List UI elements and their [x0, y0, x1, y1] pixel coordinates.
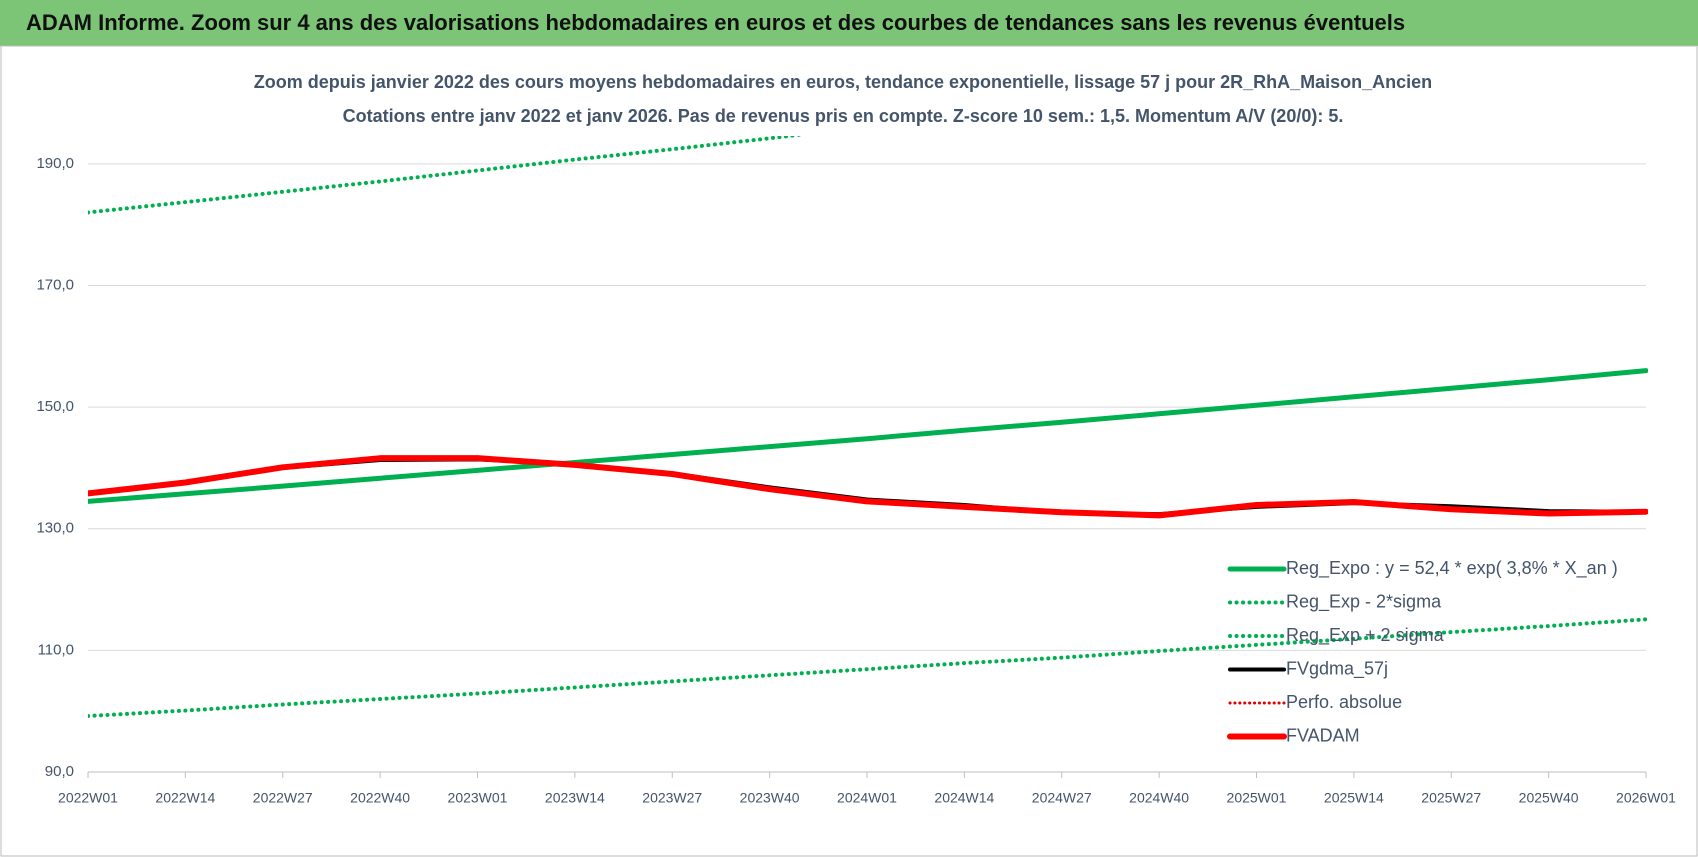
- header-bar: [0, 0, 1698, 46]
- y-tick-label: 90,0: [45, 763, 74, 780]
- series-line: [88, 368, 1648, 504]
- x-tick-label: 2023W14: [545, 790, 605, 806]
- x-tick-label: 2023W40: [740, 790, 800, 806]
- chart-title: Zoom depuis janvier 2022 des cours moyen…: [254, 72, 1432, 92]
- x-tick-label: 2024W14: [934, 790, 994, 806]
- y-tick-label: 150,0: [36, 398, 74, 415]
- title-box: [226, 64, 1476, 136]
- series-line: [88, 617, 1648, 719]
- legend-label: FVADAM: [1286, 725, 1360, 745]
- y-tick-label: 110,0: [38, 641, 74, 658]
- legend-label: FVgdma_57j: [1286, 658, 1388, 679]
- series-line: [88, 455, 1648, 519]
- x-tick-label: 2022W14: [155, 790, 215, 806]
- chart-border: [0, 45, 1698, 857]
- x-tick-label: 2022W40: [350, 790, 410, 806]
- series-line: [88, 103, 1096, 215]
- x-tick-label: 2025W14: [1324, 790, 1384, 806]
- x-tick-label: 2025W01: [1227, 790, 1287, 806]
- header-title: ADAM Informe. Zoom sur 4 ans des valoris…: [26, 10, 1405, 35]
- x-tick-label: 2022W27: [253, 790, 313, 806]
- y-tick-label: 190,0: [36, 155, 74, 172]
- legend-label: Reg_Expo : y = 52,4 * exp( 3,8% * X_an ): [1286, 558, 1618, 579]
- x-tick-label: 2023W27: [642, 790, 702, 806]
- x-tick-label: 2026W01: [1616, 790, 1676, 806]
- x-tick-label: 2025W40: [1519, 790, 1579, 806]
- legend-label: Reg_Exp + 2 sigma: [1286, 625, 1445, 646]
- x-tick-label: 2024W01: [837, 790, 897, 806]
- x-tick-label: 2022W01: [58, 790, 118, 806]
- x-tick-label: 2024W27: [1032, 790, 1092, 806]
- legend-label: Perfo. absolue: [1286, 692, 1402, 712]
- y-tick-label: 170,0: [36, 276, 74, 293]
- x-tick-label: 2023W01: [448, 790, 508, 806]
- x-tick-label: 2024W40: [1129, 790, 1189, 806]
- y-tick-label: 130,0: [36, 520, 74, 537]
- chart-subtitle: Cotations entre janv 2022 et janv 2026. …: [343, 106, 1344, 126]
- legend-label: Reg_Exp - 2*sigma: [1286, 591, 1442, 612]
- x-tick-label: 2025W27: [1421, 790, 1481, 806]
